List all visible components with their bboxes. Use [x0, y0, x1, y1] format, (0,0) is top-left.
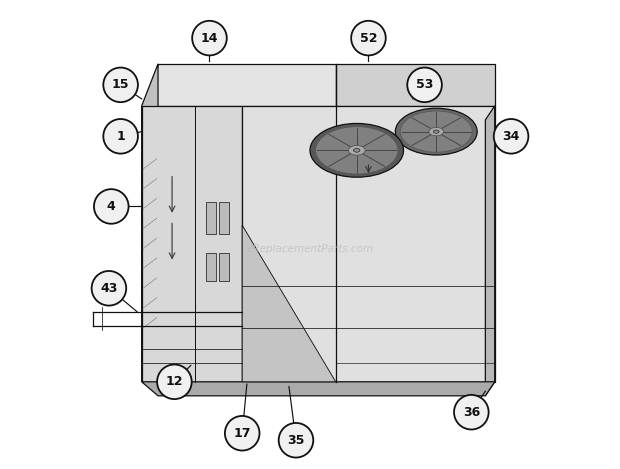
- Ellipse shape: [433, 130, 439, 133]
- Polygon shape: [141, 64, 335, 106]
- Text: 36: 36: [463, 406, 480, 419]
- Text: 17: 17: [234, 427, 251, 440]
- Circle shape: [407, 68, 442, 102]
- Text: 43: 43: [100, 282, 118, 295]
- Polygon shape: [141, 64, 158, 382]
- Bar: [219, 253, 229, 281]
- Polygon shape: [141, 382, 495, 396]
- Text: 35: 35: [287, 434, 304, 447]
- Circle shape: [104, 68, 138, 102]
- Circle shape: [104, 119, 138, 154]
- Circle shape: [351, 21, 386, 55]
- Bar: [206, 253, 216, 281]
- Ellipse shape: [348, 145, 365, 155]
- Text: 1: 1: [116, 130, 125, 143]
- Text: eReplacementParts.com: eReplacementParts.com: [246, 243, 374, 254]
- Circle shape: [94, 189, 128, 224]
- Text: 12: 12: [166, 375, 183, 388]
- Ellipse shape: [396, 108, 477, 155]
- Ellipse shape: [310, 123, 404, 177]
- Text: 34: 34: [502, 130, 520, 143]
- Circle shape: [454, 395, 489, 430]
- Polygon shape: [141, 106, 242, 382]
- Circle shape: [157, 364, 192, 399]
- Circle shape: [278, 423, 313, 458]
- Circle shape: [225, 416, 260, 451]
- Ellipse shape: [316, 127, 398, 174]
- Polygon shape: [335, 64, 495, 106]
- Polygon shape: [242, 225, 335, 382]
- Text: 15: 15: [112, 78, 130, 91]
- Text: 4: 4: [107, 200, 116, 213]
- Circle shape: [92, 271, 126, 306]
- Circle shape: [494, 119, 528, 154]
- Text: 52: 52: [360, 31, 377, 45]
- Text: 14: 14: [201, 31, 218, 45]
- Bar: [206, 202, 216, 234]
- Ellipse shape: [429, 128, 444, 136]
- Ellipse shape: [401, 111, 472, 152]
- Circle shape: [192, 21, 227, 55]
- Text: 53: 53: [416, 78, 433, 91]
- Bar: [219, 202, 229, 234]
- Polygon shape: [242, 106, 495, 382]
- Ellipse shape: [353, 149, 360, 152]
- Polygon shape: [485, 106, 495, 396]
